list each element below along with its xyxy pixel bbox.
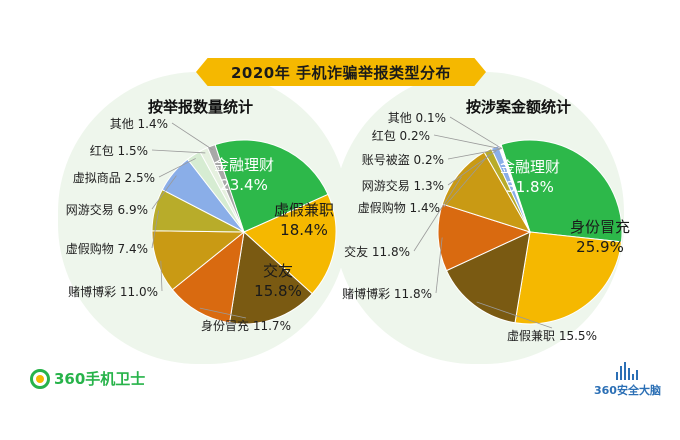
slice-outside-label: 虚假购物 1.4% [358, 200, 440, 215]
leader-line [158, 158, 196, 178]
pie-slice-金融理财 [500, 139, 623, 243]
slice-outside-label: 网游交易 1.3% [362, 178, 444, 193]
slice-label: 金融理财 [214, 156, 274, 174]
slice-label: 金融理财 [500, 158, 560, 176]
pie-case-amount: 金融理财 31.8% 身份冒充 25.9% 虚假兼职 15.5% 赌博博彩 11.8% 交友… [342, 111, 630, 343]
leader-line [447, 150, 497, 186]
pie-slice-金融理财 [214, 139, 329, 233]
slice-outside-label: 赌博博彩 11.0% [68, 284, 158, 299]
leader-line [435, 237, 443, 294]
leader-line [151, 175, 177, 210]
pie-slice-赌博博彩 [437, 203, 532, 272]
slice-value-label: 23.4% [220, 176, 268, 194]
leader-line [449, 116, 503, 149]
title-banner: 2020年 手机诈骗举报类型分布 [196, 58, 486, 86]
footer-left-logo: 360手机卫士 [30, 368, 145, 389]
pie-report-count: 金融理财 23.4% 虚假兼职 18.4% 交友 15.8% 身份冒充 11.7% 赌博博彩 … [66, 117, 337, 333]
slice-value-label: 15.8% [254, 282, 302, 300]
slice-label: 交友 [263, 262, 293, 280]
left-chart-title: 按举报数量统计 [148, 98, 254, 116]
signal-bars-icon [616, 362, 639, 380]
leader-line [160, 260, 163, 292]
pie-slice-其他 [499, 144, 531, 233]
leader-line [171, 122, 213, 151]
slice-label: 虚假兼职 [274, 201, 334, 219]
slice-outside-label: 虚假兼职 15.5% [507, 329, 597, 343]
shield-logo-icon [30, 368, 50, 389]
leader-line [199, 307, 247, 319]
right-chart-title: 按涉案金额统计 [466, 98, 572, 116]
slice-outside-label: 赌博博彩 11.8% [342, 286, 432, 301]
footer-right-logo: 360安全大脑 [594, 362, 661, 398]
slice-outside-label: 交友 11.8% [344, 244, 410, 259]
slice-outside-label: 其他 0.1% [388, 111, 446, 125]
pie-slice-交友 [441, 151, 532, 233]
leader-line [476, 301, 553, 329]
pie-slice-交友 [228, 231, 313, 325]
slice-outside-label: 红包 1.5% [90, 143, 148, 158]
slice-outside-label: 虚拟商品 2.5% [73, 170, 155, 185]
slice-value-label: 25.9% [576, 238, 624, 256]
pie-slice-身份冒充 [514, 231, 623, 325]
slice-outside-label: 其他 1.4% [110, 117, 168, 131]
slice-label: 身份冒充 [570, 218, 630, 236]
slice-outside-label: 账号被盗 0.2% [362, 152, 444, 167]
page-title: 2020年 手机诈骗举报类型分布 [231, 63, 451, 82]
leader-line [433, 134, 502, 150]
pie-slice-身份冒充 [171, 230, 245, 324]
slice-outside-label: 网游交易 6.9% [66, 202, 148, 217]
slice-outside-label: 身份冒充 11.7% [201, 318, 291, 333]
footer-right-brand: 360安全大脑 [594, 384, 661, 397]
leader-line [413, 176, 462, 252]
pie-slice-虚假兼职 [243, 193, 337, 295]
slice-outside-label: 红包 0.2% [372, 128, 430, 143]
leader-line [443, 153, 490, 208]
footer-left-brand: 360手机卫士 [54, 370, 146, 388]
pie-slice-其他 [206, 144, 245, 233]
leader-line [447, 148, 501, 160]
slice-outside-label: 虚假购物 7.4% [66, 241, 148, 256]
leader-line [151, 149, 206, 154]
slice-value-label: 31.8% [506, 178, 554, 196]
leader-line [151, 210, 160, 249]
slice-value-label: 18.4% [280, 221, 328, 239]
pie-slice-虚假兼职 [445, 231, 531, 324]
